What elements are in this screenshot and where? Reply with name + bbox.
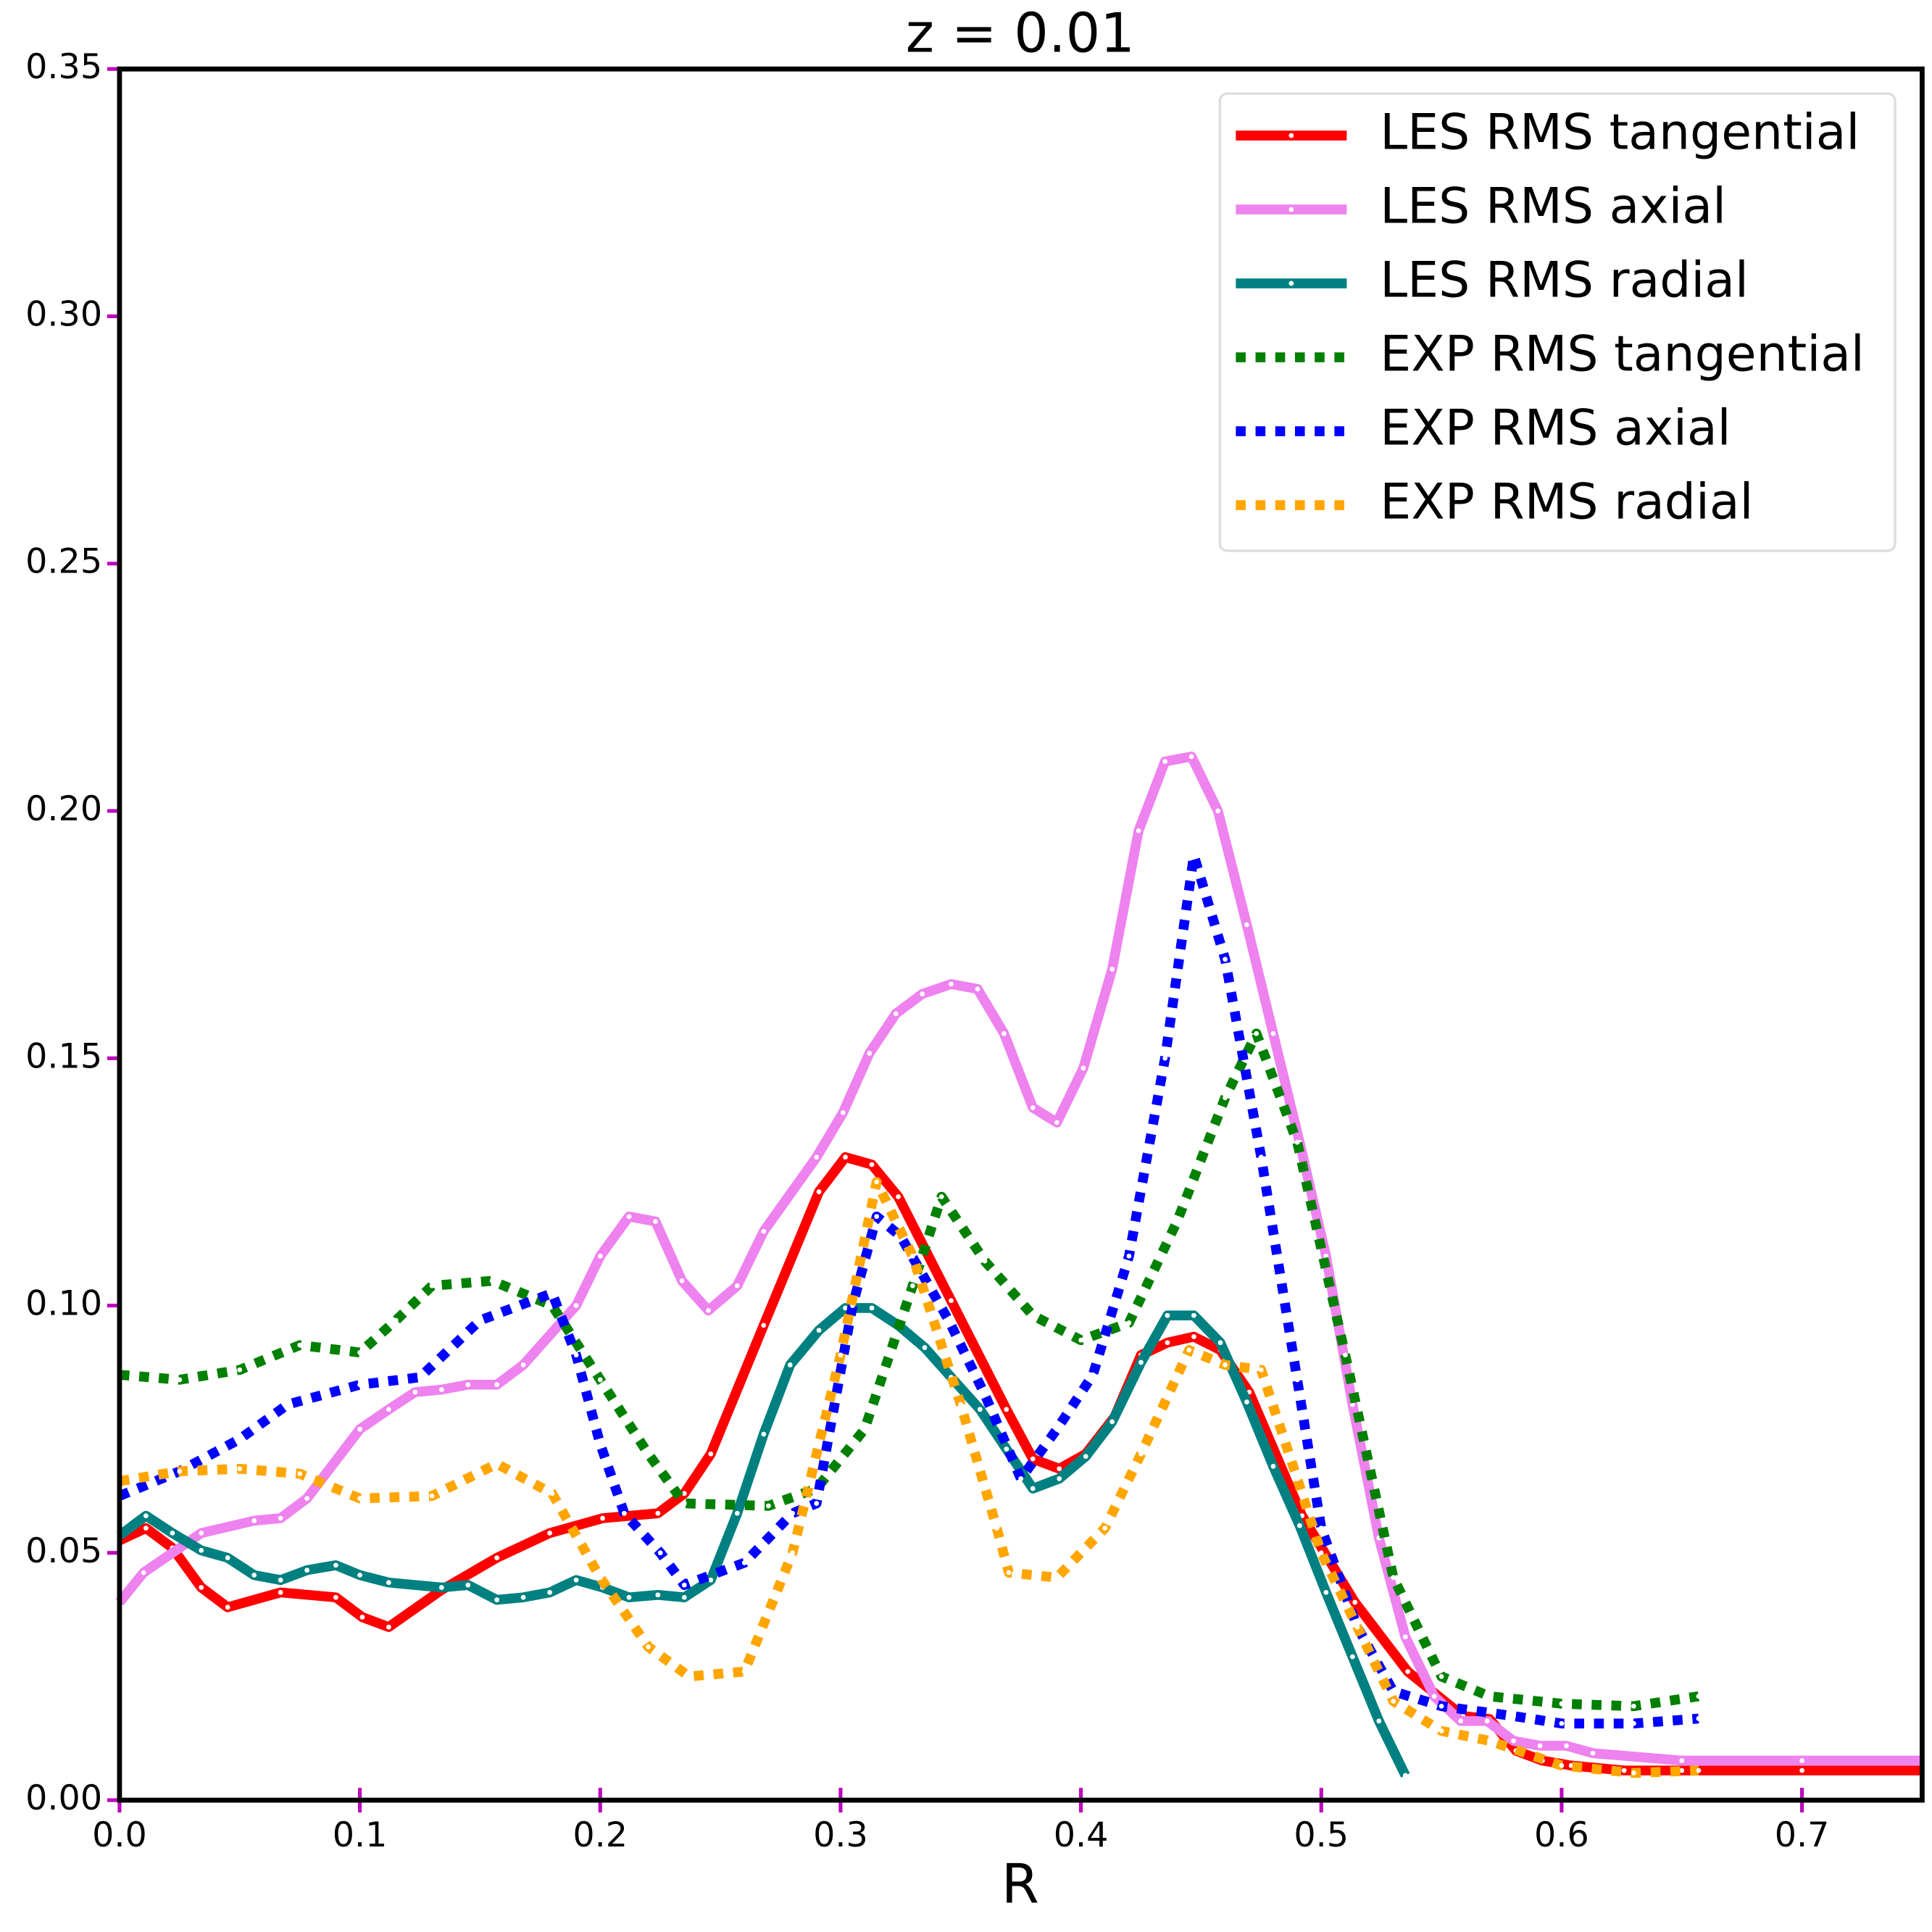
- legend-label: EXP RMS tangential: [1380, 326, 1865, 383]
- plot-frame: [117, 66, 1925, 1803]
- y-tick-label: 0.00: [25, 1778, 102, 1818]
- y-tick-label: 0.05: [25, 1531, 102, 1571]
- x-tick-label: 0.3: [813, 1815, 868, 1855]
- x-tick-label: 0.4: [1054, 1815, 1109, 1855]
- y-tick-label: 0.25: [25, 542, 102, 582]
- y-tick-label: 0.15: [25, 1036, 102, 1076]
- y-tick-label: 0.30: [25, 294, 102, 334]
- x-tick-label: 0.6: [1534, 1815, 1589, 1855]
- legend-label: LES RMS radial: [1380, 252, 1749, 309]
- legend-box: [1218, 92, 1896, 552]
- legend-label: EXP RMS radial: [1380, 474, 1753, 531]
- y-tick-label: 0.35: [25, 47, 102, 87]
- legend-label: LES RMS axial: [1380, 178, 1726, 236]
- series-line: [117, 1028, 1702, 1712]
- x-tick-label: 0.1: [333, 1815, 388, 1855]
- x-tick-label: 0.7: [1775, 1815, 1830, 1855]
- series-line: [117, 1177, 1702, 1778]
- chart-title: z = 0.01: [906, 2, 1135, 65]
- legend-label: LES RMS tangential: [1380, 104, 1860, 162]
- series-line: [115, 751, 1925, 1766]
- x-tick-label: 0.5: [1294, 1815, 1349, 1855]
- x-axis-label: R: [1002, 1852, 1039, 1915]
- x-tick-label: 0.2: [572, 1815, 628, 1855]
- y-tick-label: 0.20: [25, 789, 102, 829]
- x-tick-label: 0.0: [92, 1815, 147, 1855]
- series-line: [116, 1303, 1410, 1778]
- y-tick-label: 0.10: [25, 1284, 102, 1324]
- legend-label: EXP RMS axial: [1380, 400, 1731, 457]
